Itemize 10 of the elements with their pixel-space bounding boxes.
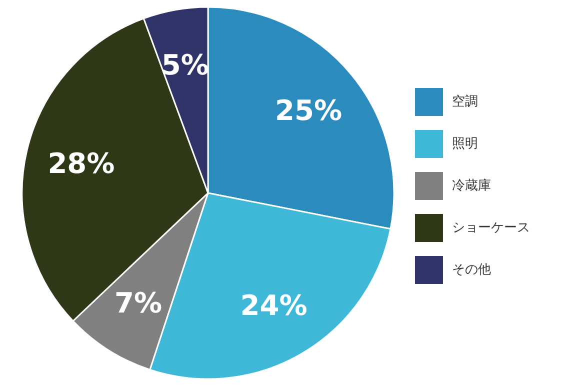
legend-label: 空調 (452, 94, 478, 110)
legend-label: 冷蔵庫 (452, 178, 491, 194)
legend-label: 照明 (452, 136, 478, 152)
data-label: 7% (114, 286, 162, 320)
data-label: 5% (161, 48, 209, 82)
data-label: 25% (275, 94, 342, 127)
legend-label: その他 (452, 262, 491, 278)
data-label: 24% (240, 288, 308, 322)
data-label: 28% (48, 146, 115, 180)
legend-label: ショーケース (452, 220, 530, 236)
